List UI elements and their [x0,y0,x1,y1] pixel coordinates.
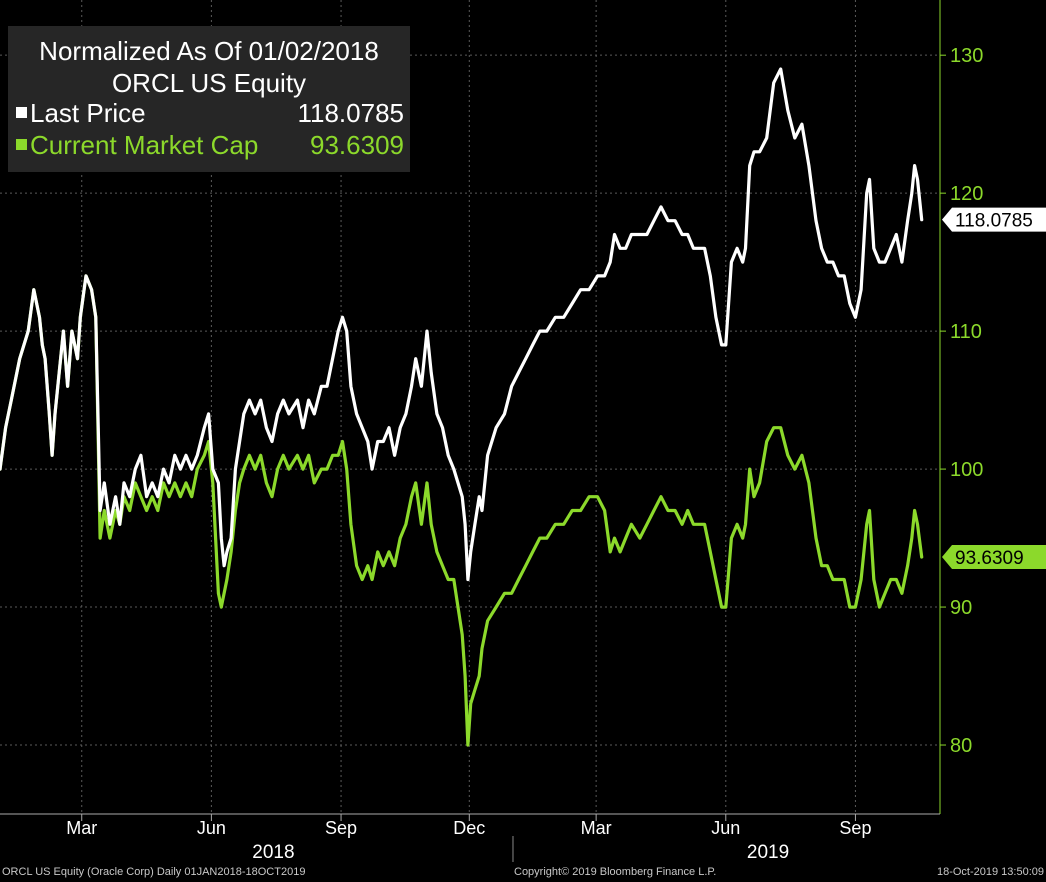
y-tick-label: 110 [950,321,982,343]
y-tick-label: 120 [950,183,983,205]
legend-label: Last Price [30,98,146,128]
legend-label: Current Market Cap [30,130,259,160]
series-last-price-line [0,67,924,582]
legend-title: Normalized As Of 01/02/2018 [39,36,379,66]
legend: Normalized As Of 01/02/2018 ORCL US Equi… [8,26,410,172]
callout-box [942,207,1046,232]
y-tick-label: 90 [950,597,972,619]
x-tick-label: Sep [325,818,357,838]
x-tick-label: Jun [197,818,226,838]
callout-value: 93.6309 [955,548,1024,569]
footer-timestamp: 18-Oct-2019 13:50:09 [936,866,1044,878]
y-tick-label: 100 [950,459,983,481]
series-layer [0,67,924,747]
legend-value: 118.0785 [297,98,404,128]
series-market-cap-line [0,274,924,747]
callout-value: 118.0785 [955,211,1033,232]
value-callouts: 118.0785 93.6309 [942,207,1046,569]
x-tick-label: Sep [839,818,871,838]
x-tick-label: Mar [66,818,97,838]
callout-last-price: 118.0785 [942,207,1046,232]
legend-swatch [16,106,27,118]
footer-security: ORCL US Equity (Oracle Corp) Daily 01JAN… [2,866,306,878]
legend-swatch [16,138,27,150]
axes: 80 90 100 110 120 130 Mar Jun Sep Dec Mar Jun Sep 201… [0,0,983,863]
year-label: 2019 [747,842,789,863]
year-label: 2018 [252,842,294,863]
y-tick-label: 80 [950,735,972,757]
footer-copyright: Copyright© 2019 Bloomberg Finance L.P. [514,866,717,878]
y-tick-label: 130 [950,45,983,67]
callout-box [942,544,1046,569]
legend-value: 93.6309 [310,130,404,160]
legend-subtitle: ORCL US Equity [111,68,307,98]
x-tick-label: Mar [581,818,612,838]
x-tick-label: Dec [453,818,485,838]
legend-item-market-cap: Current Market Cap 93.6309 [16,130,404,161]
callout-market-cap: 93.6309 [942,544,1046,569]
x-tick-label: Jun [711,818,740,838]
legend-item-last-price: Last Price 118.0785 [16,98,404,129]
